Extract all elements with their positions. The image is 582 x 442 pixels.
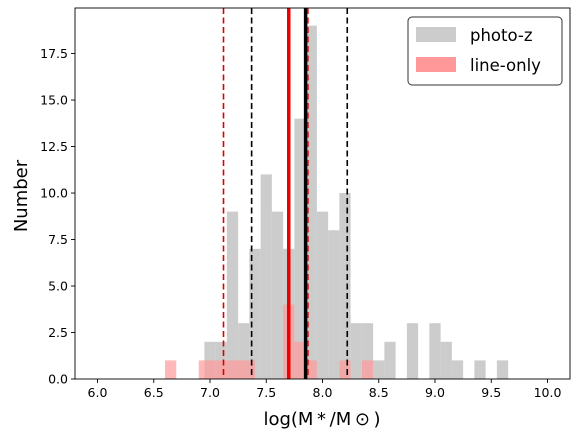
line-only-bar-1 xyxy=(198,360,210,379)
photo-z-bar-3 xyxy=(238,323,250,379)
x-tick-label-8: 10.0 xyxy=(534,385,562,400)
x-axis-ticks: 6.0 6.5 7.0 7.5 8.0 8.5 9.0 9.5 10.0 xyxy=(88,379,562,400)
x-tick-label-7: 9.5 xyxy=(481,385,501,400)
y-axis-ticks: 0.0 2.5 5.0 7.5 10.0 12.5 15.0 17.5 xyxy=(40,46,75,387)
photo-z-bar-21 xyxy=(474,360,486,379)
x-tick-label-6: 9.0 xyxy=(425,385,445,400)
photo-z-bar-15 xyxy=(373,360,385,379)
x-tick-label-0: 6.0 xyxy=(88,385,108,400)
y-tick-label-6: 15.0 xyxy=(40,93,68,108)
legend: photo-z line-only xyxy=(407,16,563,86)
photo-z-bar-11 xyxy=(328,230,340,379)
photo-z-bar-16 xyxy=(384,341,396,379)
line-only-bar-8 xyxy=(305,360,317,379)
x-tick-label-5: 8.5 xyxy=(369,385,389,400)
y-tick-label-2: 5.0 xyxy=(48,279,68,294)
line-only-bar-5 xyxy=(243,360,255,379)
photo-z-bar-19 xyxy=(440,341,452,379)
y-tick-label-0: 0.0 xyxy=(48,372,68,387)
photo-z-bar-12 xyxy=(339,193,351,379)
photo-z-bar-20 xyxy=(451,360,464,379)
photo-z-bar-18 xyxy=(429,323,441,379)
photo-z-bar-10 xyxy=(316,211,329,379)
y-tick-label-5: 12.5 xyxy=(40,139,68,154)
line-only-bar-9 xyxy=(339,360,351,379)
y-tick-label-4: 10.0 xyxy=(40,186,68,201)
x-tick-label-4: 8.0 xyxy=(313,385,333,400)
photo-z-bar-5 xyxy=(260,174,272,379)
photo-z-bar-14 xyxy=(361,323,374,379)
y-tick-label-1: 2.5 xyxy=(48,325,68,340)
photo-z-bar-22 xyxy=(496,360,509,379)
photo-z-bar-13 xyxy=(350,323,362,379)
photo-z-bar-2 xyxy=(226,211,239,379)
legend-label-line-only: line-only xyxy=(470,56,541,75)
x-axis-label: log(M * /M ⊙ ) xyxy=(263,409,380,430)
photo-z-bar-6 xyxy=(271,211,284,379)
line-only-bar-3 xyxy=(221,360,233,379)
y-axis-label: Number xyxy=(11,159,32,232)
photo-z-bar-4 xyxy=(249,248,261,379)
line-only-bar-4 xyxy=(232,360,244,379)
legend-swatch-photo-z xyxy=(416,27,456,42)
y-tick-label-3: 7.5 xyxy=(48,232,68,247)
line-only-bar-2 xyxy=(210,360,222,379)
x-tick-label-1: 6.5 xyxy=(144,385,164,400)
legend-swatch-line-only xyxy=(416,57,456,72)
x-tick-label-2: 7.0 xyxy=(200,385,220,400)
legend-label-photo-z: photo-z xyxy=(470,26,533,45)
photo-z-bar-8 xyxy=(294,118,306,380)
y-tick-label-7: 17.5 xyxy=(40,46,68,61)
line-only-bar-10 xyxy=(361,360,374,379)
photo-z-bar-9 xyxy=(305,25,317,380)
photo-z-bar-17 xyxy=(406,323,419,379)
line-only-bar-7 xyxy=(294,341,306,379)
reference-lines xyxy=(222,8,349,379)
x-tick-label-3: 7.5 xyxy=(256,385,276,400)
line-only-bar-0 xyxy=(165,360,177,379)
